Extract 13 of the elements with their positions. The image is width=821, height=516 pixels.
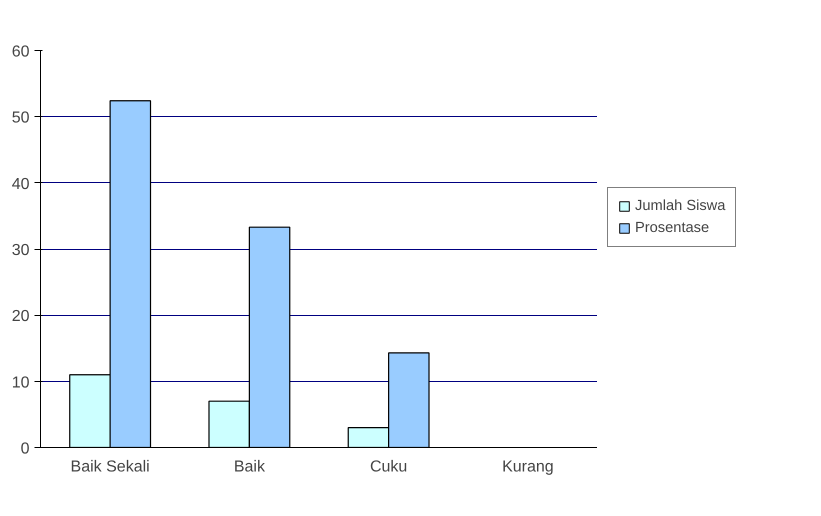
x-tick-label: Cuku (370, 458, 408, 476)
legend-label: Prosentase (635, 220, 710, 236)
x-tick-label: Kurang (502, 458, 554, 476)
y-tick-label: 50 (12, 110, 30, 127)
x-tick-label: Baik Sekali (70, 458, 150, 476)
y-tick-label: 60 (12, 44, 30, 60)
y-tick-label: 20 (12, 308, 30, 326)
y-tick-label: 10 (12, 374, 30, 392)
y-tick-label: 40 (12, 176, 30, 193)
y-tick-label: 0 (20, 440, 30, 458)
y-tick-label: 30 (12, 242, 30, 259)
legend-label: Jumlah Siswa (635, 198, 726, 214)
x-tick-label: Baik (234, 458, 266, 476)
